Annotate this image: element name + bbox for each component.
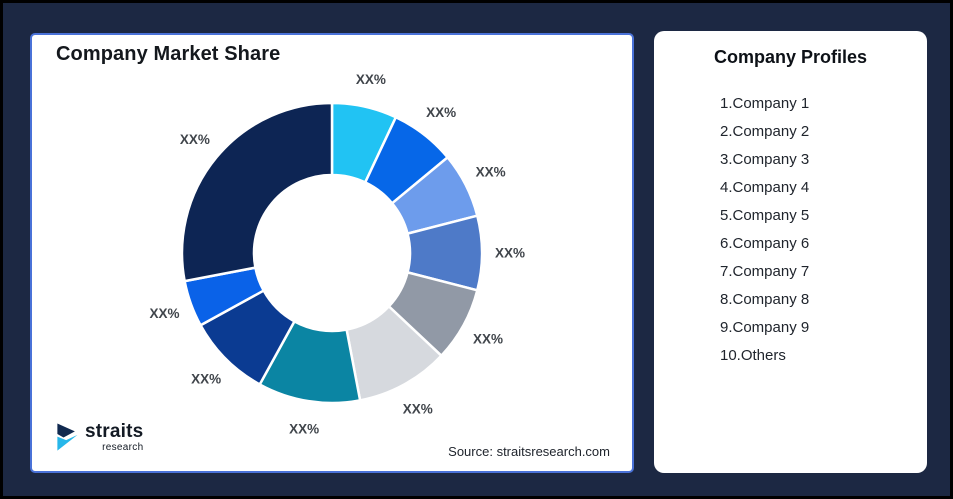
list-item: 4.Company 4 bbox=[720, 179, 810, 196]
donut-segment-label: XX% bbox=[495, 246, 525, 261]
logo-name: straits bbox=[85, 421, 144, 442]
logo-text: straits research bbox=[85, 422, 143, 453]
list-item: 10.Others bbox=[720, 347, 786, 364]
list-item: 7.Company 7 bbox=[720, 263, 810, 280]
donut-segment-label: XX% bbox=[426, 105, 456, 120]
company-profiles-list: 1.Company 1 2.Company 2 3.Company 3 4.Compa… bbox=[654, 90, 927, 370]
profiles-title: Company Profiles bbox=[713, 47, 868, 67]
list-item: 3.Company 3 bbox=[720, 151, 810, 168]
list-item: 1.Company 1 bbox=[720, 95, 810, 112]
list-item: 6.Company 6 bbox=[720, 235, 810, 252]
list-item: 2.Company 2 bbox=[720, 123, 810, 140]
donut-segment-label: XX% bbox=[289, 421, 319, 436]
company-profiles-card: Company Profiles 1.Company 1 2.Company 2 3… bbox=[654, 31, 927, 473]
list-item: 5.Company 5 bbox=[720, 207, 810, 224]
donut-chart: XX% XX% XX% XX% XX% XX% XX% XX% XX% XX% bbox=[150, 72, 525, 437]
donut-segment-label: XX% bbox=[356, 72, 386, 87]
source-attribution: Source: straitsresearch.com bbox=[448, 444, 610, 459]
chart-title: Company Market Share bbox=[56, 43, 281, 65]
donut-segment-label: XX% bbox=[476, 165, 506, 180]
donut-segment bbox=[180, 101, 334, 283]
donut-segment-label: XX% bbox=[180, 132, 210, 147]
list-item: 8.Company 8 bbox=[720, 291, 810, 308]
market-share-card: Company Market Share XX% XX% XX% XX% XX% XX% X… bbox=[30, 33, 634, 473]
donut-segment-label: XX% bbox=[150, 306, 180, 321]
donut-segment-label: XX% bbox=[403, 401, 433, 416]
donut-segment-label: XX% bbox=[473, 331, 503, 346]
list-item: 9.Company 9 bbox=[720, 319, 810, 336]
straits-logo-icon bbox=[57, 423, 78, 451]
logo-subtitle: research bbox=[102, 442, 144, 453]
straits-research-logo: straits research bbox=[52, 420, 143, 455]
donut-segment-label: XX% bbox=[191, 371, 221, 386]
